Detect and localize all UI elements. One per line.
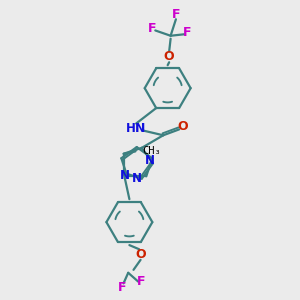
Text: CH₃: CH₃ <box>142 146 161 156</box>
Text: N: N <box>120 169 130 182</box>
Text: O: O <box>164 50 175 64</box>
Text: O: O <box>177 120 188 133</box>
Text: F: F <box>137 274 146 287</box>
Text: N: N <box>135 122 146 135</box>
Text: F: F <box>118 281 126 294</box>
Text: F: F <box>172 8 180 21</box>
Text: F: F <box>148 22 157 35</box>
Text: H: H <box>126 122 136 135</box>
Text: O: O <box>135 248 146 261</box>
Text: N: N <box>144 154 154 167</box>
Text: N: N <box>132 172 142 185</box>
Text: F: F <box>183 26 191 39</box>
